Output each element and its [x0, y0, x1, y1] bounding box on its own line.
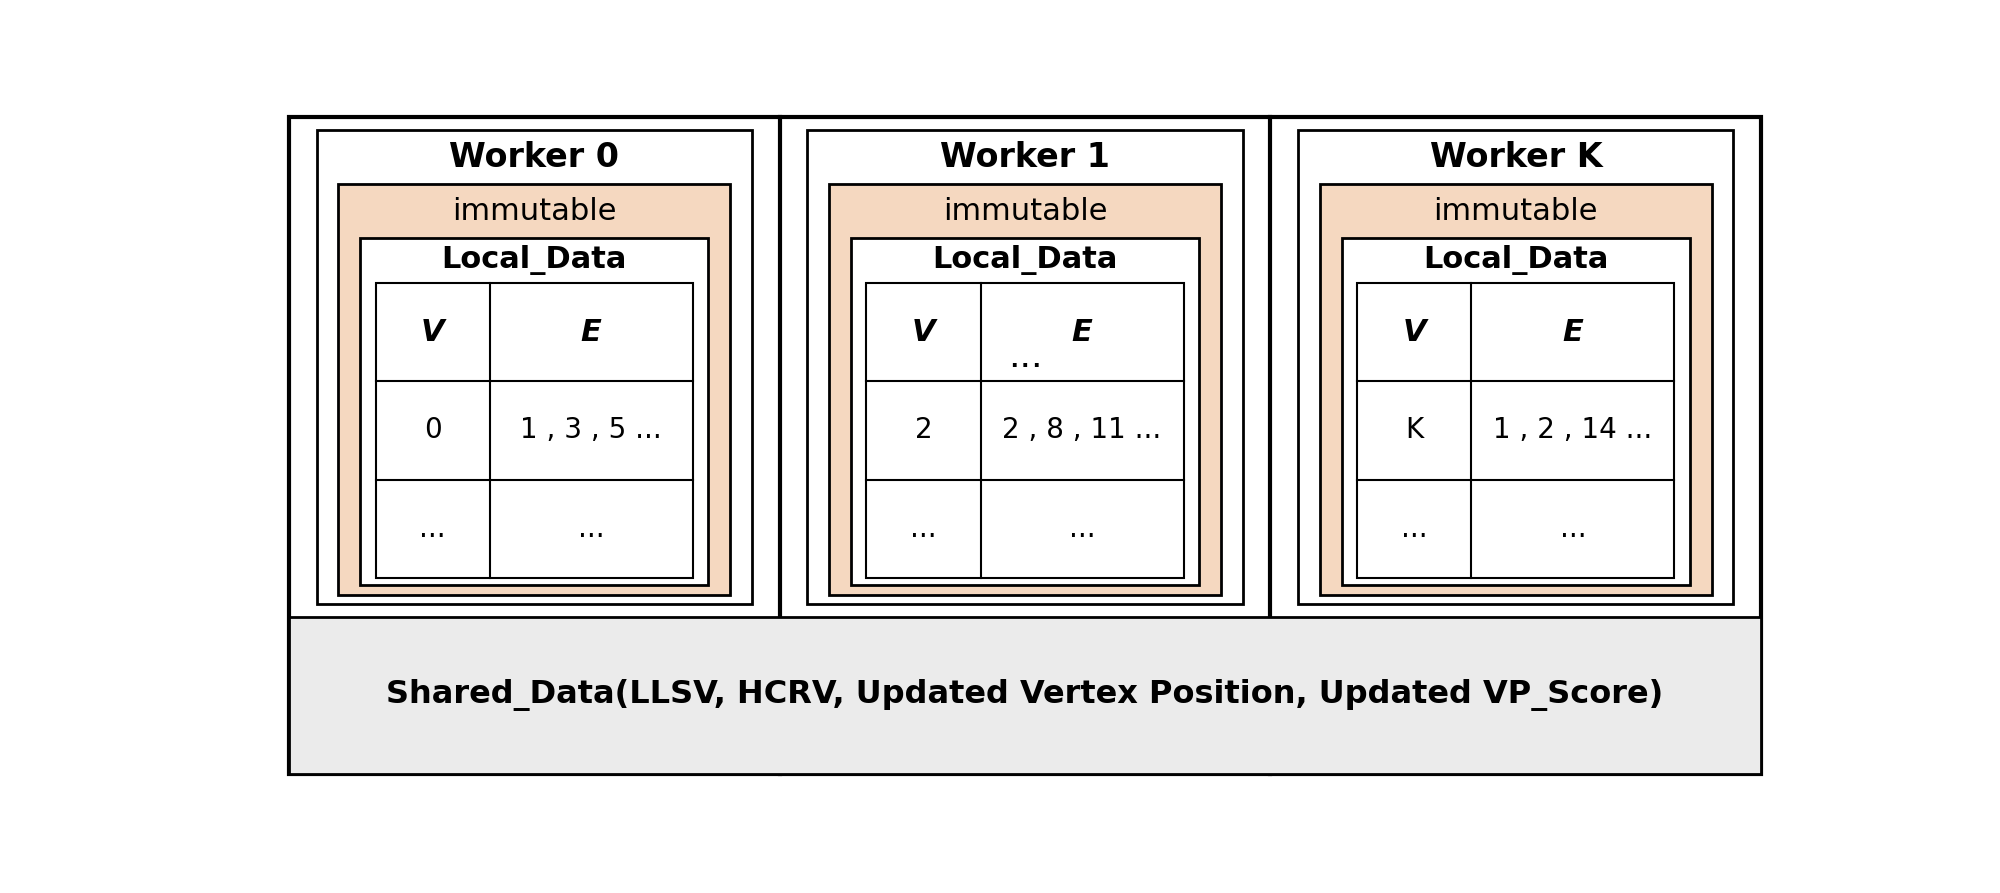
Bar	[360, 238, 708, 585]
Text: 1 , 3 , 5 ...: 1 , 3 , 5 ...	[520, 416, 662, 445]
Bar	[1358, 283, 1674, 578]
Text: Local_Data: Local_Data	[932, 246, 1118, 275]
Bar	[808, 129, 1242, 605]
Text: Worker K: Worker K	[1430, 140, 1602, 173]
Text: ...: ...	[420, 515, 446, 543]
Bar	[866, 283, 1184, 578]
Text: immutable: immutable	[1434, 196, 1598, 226]
Text: ...: ...	[1068, 515, 1096, 543]
Bar	[376, 283, 692, 578]
Text: ...: ...	[1008, 340, 1042, 374]
Text: Shared_Data(LLSV, HCRV, Updated Vertex Position, Updated VP_Score): Shared_Data(LLSV, HCRV, Updated Vertex P…	[386, 680, 1664, 712]
Text: 2: 2	[914, 416, 932, 445]
Text: 1 , 2 , 14 ...: 1 , 2 , 14 ...	[1494, 416, 1652, 445]
Bar	[338, 184, 730, 595]
Text: E: E	[1072, 318, 1092, 346]
Text: V: V	[912, 318, 936, 346]
Bar	[1320, 184, 1712, 595]
Text: immutable: immutable	[452, 196, 616, 226]
Text: ...: ...	[578, 515, 604, 543]
Text: K: K	[1406, 416, 1424, 445]
Bar	[850, 238, 1200, 585]
Bar	[830, 184, 1220, 595]
Text: immutable: immutable	[942, 196, 1108, 226]
Text: Local_Data: Local_Data	[1424, 246, 1608, 275]
Text: Local_Data: Local_Data	[442, 246, 626, 275]
Text: E: E	[580, 318, 602, 346]
Text: Worker 0: Worker 0	[450, 140, 620, 173]
Bar	[316, 129, 752, 605]
Text: V: V	[1402, 318, 1426, 346]
Text: E: E	[1562, 318, 1584, 346]
Text: ...: ...	[910, 515, 936, 543]
Bar	[288, 616, 1762, 774]
Text: Worker 1: Worker 1	[940, 140, 1110, 173]
Text: 0: 0	[424, 416, 442, 445]
Text: ...: ...	[1402, 515, 1428, 543]
Text: 2 , 8 , 11 ...: 2 , 8 , 11 ...	[1002, 416, 1162, 445]
Bar	[1298, 129, 1734, 605]
Bar	[1342, 238, 1690, 585]
Text: ...: ...	[1560, 515, 1586, 543]
Text: V: V	[420, 318, 444, 346]
